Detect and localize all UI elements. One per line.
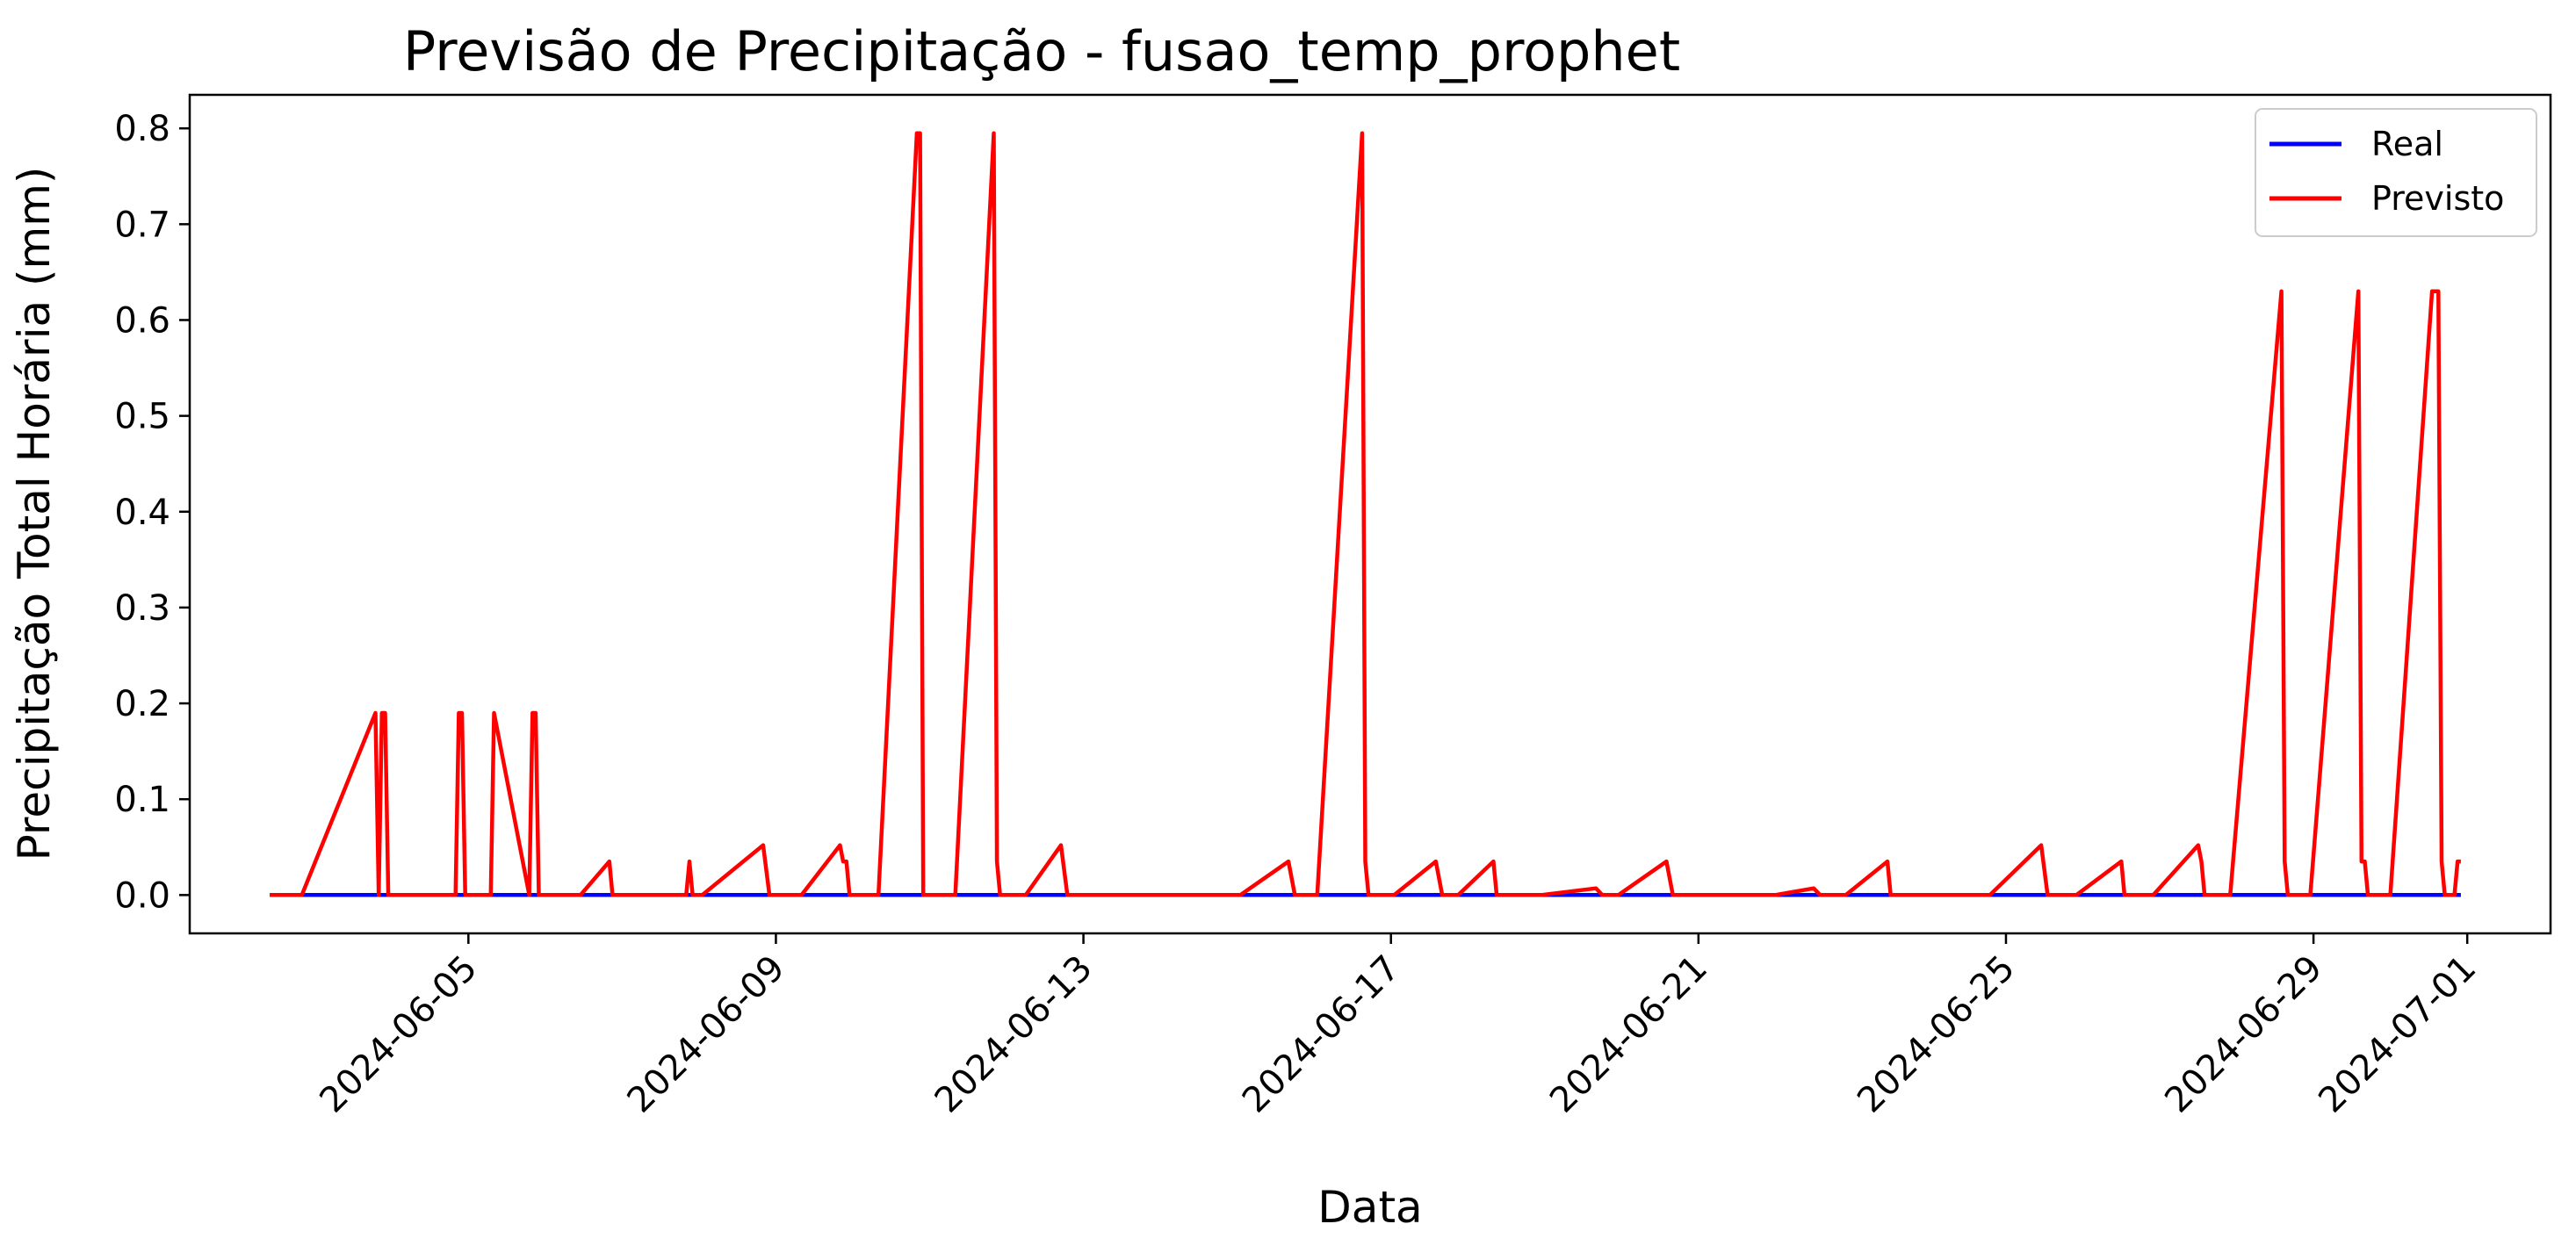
y-tick-label: 0.7 [114, 205, 170, 245]
x-tick-label: 2024-06-21 [1542, 948, 1715, 1121]
x-tick-label: 2024-06-29 [2157, 948, 2330, 1121]
x-tick-label: 2024-06-09 [620, 948, 793, 1121]
x-tick-label: 2024-07-01 [2311, 948, 2484, 1121]
y-tick-label: 0.6 [114, 300, 170, 341]
legend-box [2255, 108, 2537, 237]
y-tick-label: 0.2 [114, 684, 170, 724]
y-tick-label: 0.8 [114, 109, 170, 149]
x-tick-label: 2024-06-13 [927, 948, 1100, 1121]
plot-frame [188, 93, 2552, 935]
legend-label-real: Real [2371, 125, 2443, 163]
x-axis-title: Data [1317, 1182, 1422, 1233]
legend-label-previsto: Previsto [2371, 179, 2504, 218]
chart-title: Previsão de Precipitação - fusao_temp_pr… [403, 19, 1680, 83]
series-line-previsto [270, 131, 2461, 897]
x-tick-label: 2024-06-05 [312, 948, 485, 1121]
x-axis: 2024-06-05 2024-06-09 2024-06-13 2024-06-17… [312, 933, 2484, 1120]
y-axis: 0.0 0.1 0.2 0.3 0.4 0.5 0.6 0.7 0.8 [114, 109, 190, 916]
legend: Real Previsto [2255, 108, 2537, 237]
y-tick-label: 0.1 [114, 780, 170, 820]
y-axis-title: Precipitação Total Horária (mm) [9, 167, 60, 861]
y-tick-label: 0.3 [114, 588, 170, 629]
y-tick-label: 0.4 [114, 493, 170, 533]
y-tick-label: 0.5 [114, 397, 170, 437]
x-tick-label: 2024-06-25 [1850, 948, 2023, 1121]
plot-area [270, 131, 2461, 897]
x-tick-label: 2024-06-17 [1235, 948, 1408, 1121]
y-tick-label: 0.0 [114, 875, 170, 916]
